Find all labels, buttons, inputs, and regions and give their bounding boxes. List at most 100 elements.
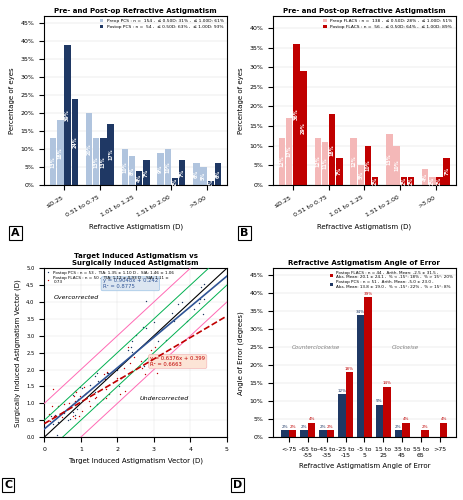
Text: C: C bbox=[4, 480, 12, 490]
Point bbox=[61, 400, 68, 408]
Bar bbox=[300, 71, 306, 185]
Point bbox=[85, 397, 93, 405]
Text: 18%: 18% bbox=[58, 147, 63, 158]
Point bbox=[126, 342, 134, 350]
Bar bbox=[57, 120, 63, 185]
Text: 1%: 1% bbox=[208, 179, 213, 188]
Text: y = 0.9048x + 0.242
R² = 0.8775: y = 0.9048x + 0.242 R² = 0.8775 bbox=[102, 278, 157, 289]
Point bbox=[65, 400, 73, 407]
Text: 12%: 12% bbox=[279, 156, 284, 168]
Text: D: D bbox=[232, 480, 242, 490]
Text: 9%: 9% bbox=[375, 400, 382, 404]
Legend: Postop PCS : n = 53 ,  TIA: 1.35 ± 1.10 D ,  SIA: 1.46 ± 1.06, Postop FLACS : n : Postop PCS : n = 53 , TIA: 1.35 ± 1.10 D… bbox=[46, 270, 175, 284]
Point bbox=[141, 370, 149, 378]
Point bbox=[127, 348, 135, 356]
Bar bbox=[393, 146, 399, 185]
Bar bbox=[300, 430, 307, 437]
Point bbox=[105, 390, 112, 398]
Point bbox=[67, 414, 74, 422]
Text: A: A bbox=[12, 228, 20, 237]
Point bbox=[74, 395, 81, 403]
Bar bbox=[214, 164, 221, 185]
Point bbox=[121, 388, 128, 396]
Text: 13%: 13% bbox=[50, 156, 56, 168]
Bar bbox=[107, 124, 113, 185]
X-axis label: Refractive Astigmatism (D): Refractive Astigmatism (D) bbox=[88, 224, 182, 230]
Text: 5%: 5% bbox=[200, 172, 206, 180]
Title: Refractive Astigmatism Angle of Error: Refractive Astigmatism Angle of Error bbox=[288, 260, 439, 266]
Point bbox=[71, 387, 79, 395]
Bar bbox=[93, 138, 99, 185]
Bar bbox=[200, 167, 206, 185]
Point bbox=[126, 358, 134, 366]
Text: 2%: 2% bbox=[436, 177, 441, 186]
X-axis label: Refractive Astigmatism Angle of Error: Refractive Astigmatism Angle of Error bbox=[298, 463, 429, 469]
Point bbox=[147, 346, 154, 354]
Point bbox=[138, 364, 146, 372]
Y-axis label: Angle of Error (degrees): Angle of Error (degrees) bbox=[237, 311, 244, 394]
Point bbox=[91, 388, 98, 396]
Text: 2%: 2% bbox=[372, 177, 377, 186]
Bar bbox=[129, 156, 135, 185]
Point bbox=[94, 376, 101, 384]
Point bbox=[150, 344, 158, 351]
Text: 18%: 18% bbox=[329, 144, 334, 156]
Y-axis label: Percentage of eyes: Percentage of eyes bbox=[9, 68, 15, 134]
Text: Overcorrected: Overcorrected bbox=[53, 294, 99, 300]
Point bbox=[190, 305, 197, 313]
Point bbox=[137, 357, 144, 365]
Bar bbox=[288, 430, 296, 437]
Text: 12%: 12% bbox=[337, 388, 345, 392]
Point bbox=[116, 390, 123, 398]
Point bbox=[81, 390, 88, 398]
Bar bbox=[179, 160, 185, 185]
Bar bbox=[321, 142, 327, 185]
Point bbox=[86, 380, 93, 388]
Text: 2%: 2% bbox=[282, 424, 288, 428]
Bar bbox=[420, 430, 428, 437]
Text: 5%: 5% bbox=[357, 171, 363, 179]
Bar bbox=[100, 138, 106, 185]
Point bbox=[91, 372, 98, 380]
Bar bbox=[385, 134, 392, 185]
Legend: Preop FLACS : n =  138 ,  ≤ 0.50D: 28% ,  ≤ 1.00D: 51%, Postop FLACS : n =  56 ,: Preop FLACS : n = 138 , ≤ 0.50D: 28% , ≤… bbox=[322, 18, 452, 30]
Text: 36%: 36% bbox=[293, 108, 298, 120]
Point bbox=[81, 383, 88, 391]
Text: 10%: 10% bbox=[365, 160, 369, 171]
Point bbox=[178, 298, 185, 306]
Text: 7%: 7% bbox=[144, 168, 149, 176]
Text: 39%: 39% bbox=[363, 292, 372, 296]
Point bbox=[73, 400, 81, 408]
Bar bbox=[357, 166, 363, 185]
Y-axis label: Percentage of eyes: Percentage of eyes bbox=[238, 68, 244, 134]
Point bbox=[49, 385, 56, 393]
Point bbox=[140, 356, 148, 364]
Point bbox=[103, 369, 110, 377]
Text: 4%: 4% bbox=[308, 418, 314, 422]
Bar bbox=[335, 158, 342, 185]
Point bbox=[128, 337, 136, 345]
Point bbox=[200, 296, 207, 304]
Text: B: B bbox=[240, 228, 248, 237]
Bar bbox=[319, 430, 326, 437]
Bar bbox=[421, 170, 427, 185]
Text: 2%: 2% bbox=[394, 424, 400, 428]
Point bbox=[183, 316, 190, 324]
Point bbox=[111, 377, 118, 385]
Bar bbox=[407, 177, 413, 185]
Text: 2%: 2% bbox=[400, 177, 406, 186]
Text: 11%: 11% bbox=[322, 158, 327, 170]
Point bbox=[69, 408, 76, 416]
Bar bbox=[363, 297, 371, 437]
Text: 13%: 13% bbox=[100, 156, 106, 168]
Bar bbox=[71, 99, 78, 185]
Text: 2%: 2% bbox=[407, 177, 413, 186]
Point bbox=[116, 374, 123, 382]
Point bbox=[150, 318, 158, 326]
Point bbox=[200, 280, 207, 288]
Point bbox=[102, 385, 109, 393]
Text: 13%: 13% bbox=[386, 154, 391, 166]
Text: 2%: 2% bbox=[172, 178, 177, 186]
Point bbox=[154, 337, 161, 345]
Point bbox=[124, 346, 131, 354]
